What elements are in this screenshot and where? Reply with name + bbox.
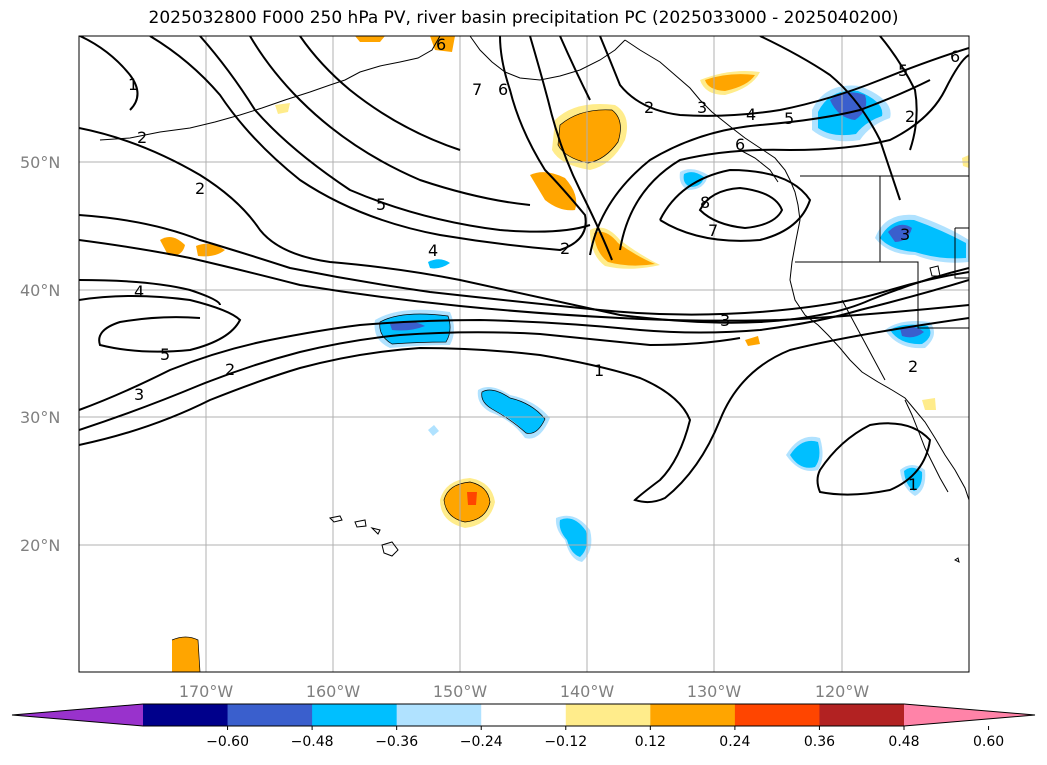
pv-contour-label: 6 <box>735 135 745 154</box>
latitude-labels: 50°N 40°N 30°N 20°N <box>20 153 60 555</box>
colorbar-segment <box>143 704 229 726</box>
pv-contour-label: 3 <box>900 225 910 244</box>
precip-shading <box>160 36 969 672</box>
pv-contour-label: 6 <box>436 35 446 54</box>
lat-label: 40°N <box>20 281 60 300</box>
colorbar-tick-label: 0.24 <box>719 734 750 750</box>
pv-contour-label: 2 <box>905 107 915 126</box>
graticule <box>79 36 969 672</box>
pv-contour-label: 5 <box>898 61 908 80</box>
pv-contour-label: 3 <box>134 385 144 404</box>
precip-area-positive <box>530 172 577 211</box>
map-border <box>78 35 970 673</box>
precip-area-negative <box>428 259 450 269</box>
precip-area-negative <box>559 518 588 557</box>
precip-area-positive <box>160 236 185 256</box>
colorbar-tick-label: −0.12 <box>544 734 587 750</box>
precip-area-positive <box>594 231 655 266</box>
pv-contour-label: 4 <box>134 282 144 301</box>
colorbar-segment <box>734 704 820 726</box>
precip-area-positive <box>922 398 936 410</box>
pv-contour-label: 6 <box>950 47 960 66</box>
map-title: 2025032800 F000 250 hPa PV, river basin … <box>148 8 899 28</box>
pv-contour-label: 4 <box>746 105 756 124</box>
colorbar-segment <box>396 704 482 726</box>
precip-area-negative <box>481 390 545 434</box>
pv-contours <box>79 36 969 504</box>
lon-label: 150°W <box>433 682 488 701</box>
lon-label: 160°W <box>306 682 361 701</box>
precip-area-positive <box>558 109 621 163</box>
lat-label: 50°N <box>20 153 60 172</box>
pv-contour-label: 5 <box>784 109 794 128</box>
pv-contour-label: 1 <box>594 361 604 380</box>
pv-contour-label: 5 <box>160 345 170 364</box>
pv-contour-label: 2 <box>137 128 147 147</box>
lon-label: 140°W <box>560 682 615 701</box>
pv-contour-label: 8 <box>700 193 710 212</box>
colorbar-segment <box>565 704 651 726</box>
colorbar-extend-low <box>12 704 143 726</box>
precip-area-positive <box>467 492 477 505</box>
pv-contour-label: 6 <box>498 80 508 99</box>
colorbar-segment <box>481 704 567 726</box>
lon-label: 130°W <box>687 682 742 701</box>
pv-contour-label: 7 <box>708 221 718 240</box>
colorbar: −0.60 −0.48 −0.36 −0.24 −0.12 0.12 0.24 0.36 0.4… <box>11 703 1036 750</box>
precip-area-positive <box>196 243 225 257</box>
lon-label: 170°W <box>179 682 234 701</box>
colorbar-tick-label: −0.60 <box>206 734 249 750</box>
pv-contour-label: 7 <box>472 80 482 99</box>
pv-contour-label: 3 <box>697 98 707 117</box>
precip-area-positive <box>705 74 755 91</box>
lat-label: 30°N <box>20 408 60 427</box>
pv-contour-labels: 1 2 2 2 2 3 4 4 5 5 6 7 6 2 3 4 5 6 8 7 … <box>128 35 960 494</box>
lon-label: 120°W <box>815 682 870 701</box>
lat-label: 20°N <box>20 536 60 555</box>
colorbar-tick-label: −0.24 <box>460 734 503 750</box>
precip-area-negative <box>428 425 439 436</box>
precip-area-positive <box>275 103 290 114</box>
longitude-labels: 170°W 160°W 150°W 140°W 130°W 120°W <box>179 682 870 701</box>
pv-contour-label: 2 <box>195 179 205 198</box>
precip-area-positive <box>444 482 490 522</box>
colorbar-tick-label: 0.36 <box>804 734 835 750</box>
precip-area-negative <box>830 92 867 120</box>
colorbar-segment <box>227 704 313 726</box>
colorbar-extend-high <box>904 704 1035 726</box>
colorbar-tick-label: 0.48 <box>888 734 919 750</box>
precip-area-negative <box>900 326 924 338</box>
colorbar-segment <box>312 704 398 726</box>
precip-area-positive <box>355 36 385 42</box>
precip-area-negative <box>790 440 820 468</box>
precip-area-positive <box>430 36 455 52</box>
colorbar-tick-label: 0.60 <box>973 734 1004 750</box>
precip-area-positive <box>172 637 200 672</box>
pv-contour-label: 4 <box>428 241 438 260</box>
colorbar-outline <box>11 703 1036 727</box>
pv-contour-label: 2 <box>560 239 570 258</box>
colorbar-tick-label: −0.48 <box>291 734 334 750</box>
pv-contour-label: 1 <box>128 75 138 94</box>
colorbar-segment <box>819 704 905 726</box>
colorbar-segment <box>650 704 736 726</box>
pv-contour-label: 1 <box>908 475 918 494</box>
precip-area-negative <box>904 467 923 491</box>
pv-contour-label: 5 <box>376 195 386 214</box>
pv-contour-label: 2 <box>225 360 235 379</box>
colorbar-tick-label: −0.36 <box>375 734 418 750</box>
precip-area-negative <box>888 224 912 242</box>
precip-area-negative <box>683 172 704 187</box>
pv-contour-label: 2 <box>644 98 654 117</box>
precip-outlines <box>171 109 621 672</box>
pv-contour-label: 3 <box>720 311 730 330</box>
precip-area-positive <box>745 336 760 346</box>
pv-contour-label: 2 <box>908 357 918 376</box>
precip-area-negative <box>390 321 425 331</box>
colorbar-tick-label: 0.12 <box>635 734 666 750</box>
